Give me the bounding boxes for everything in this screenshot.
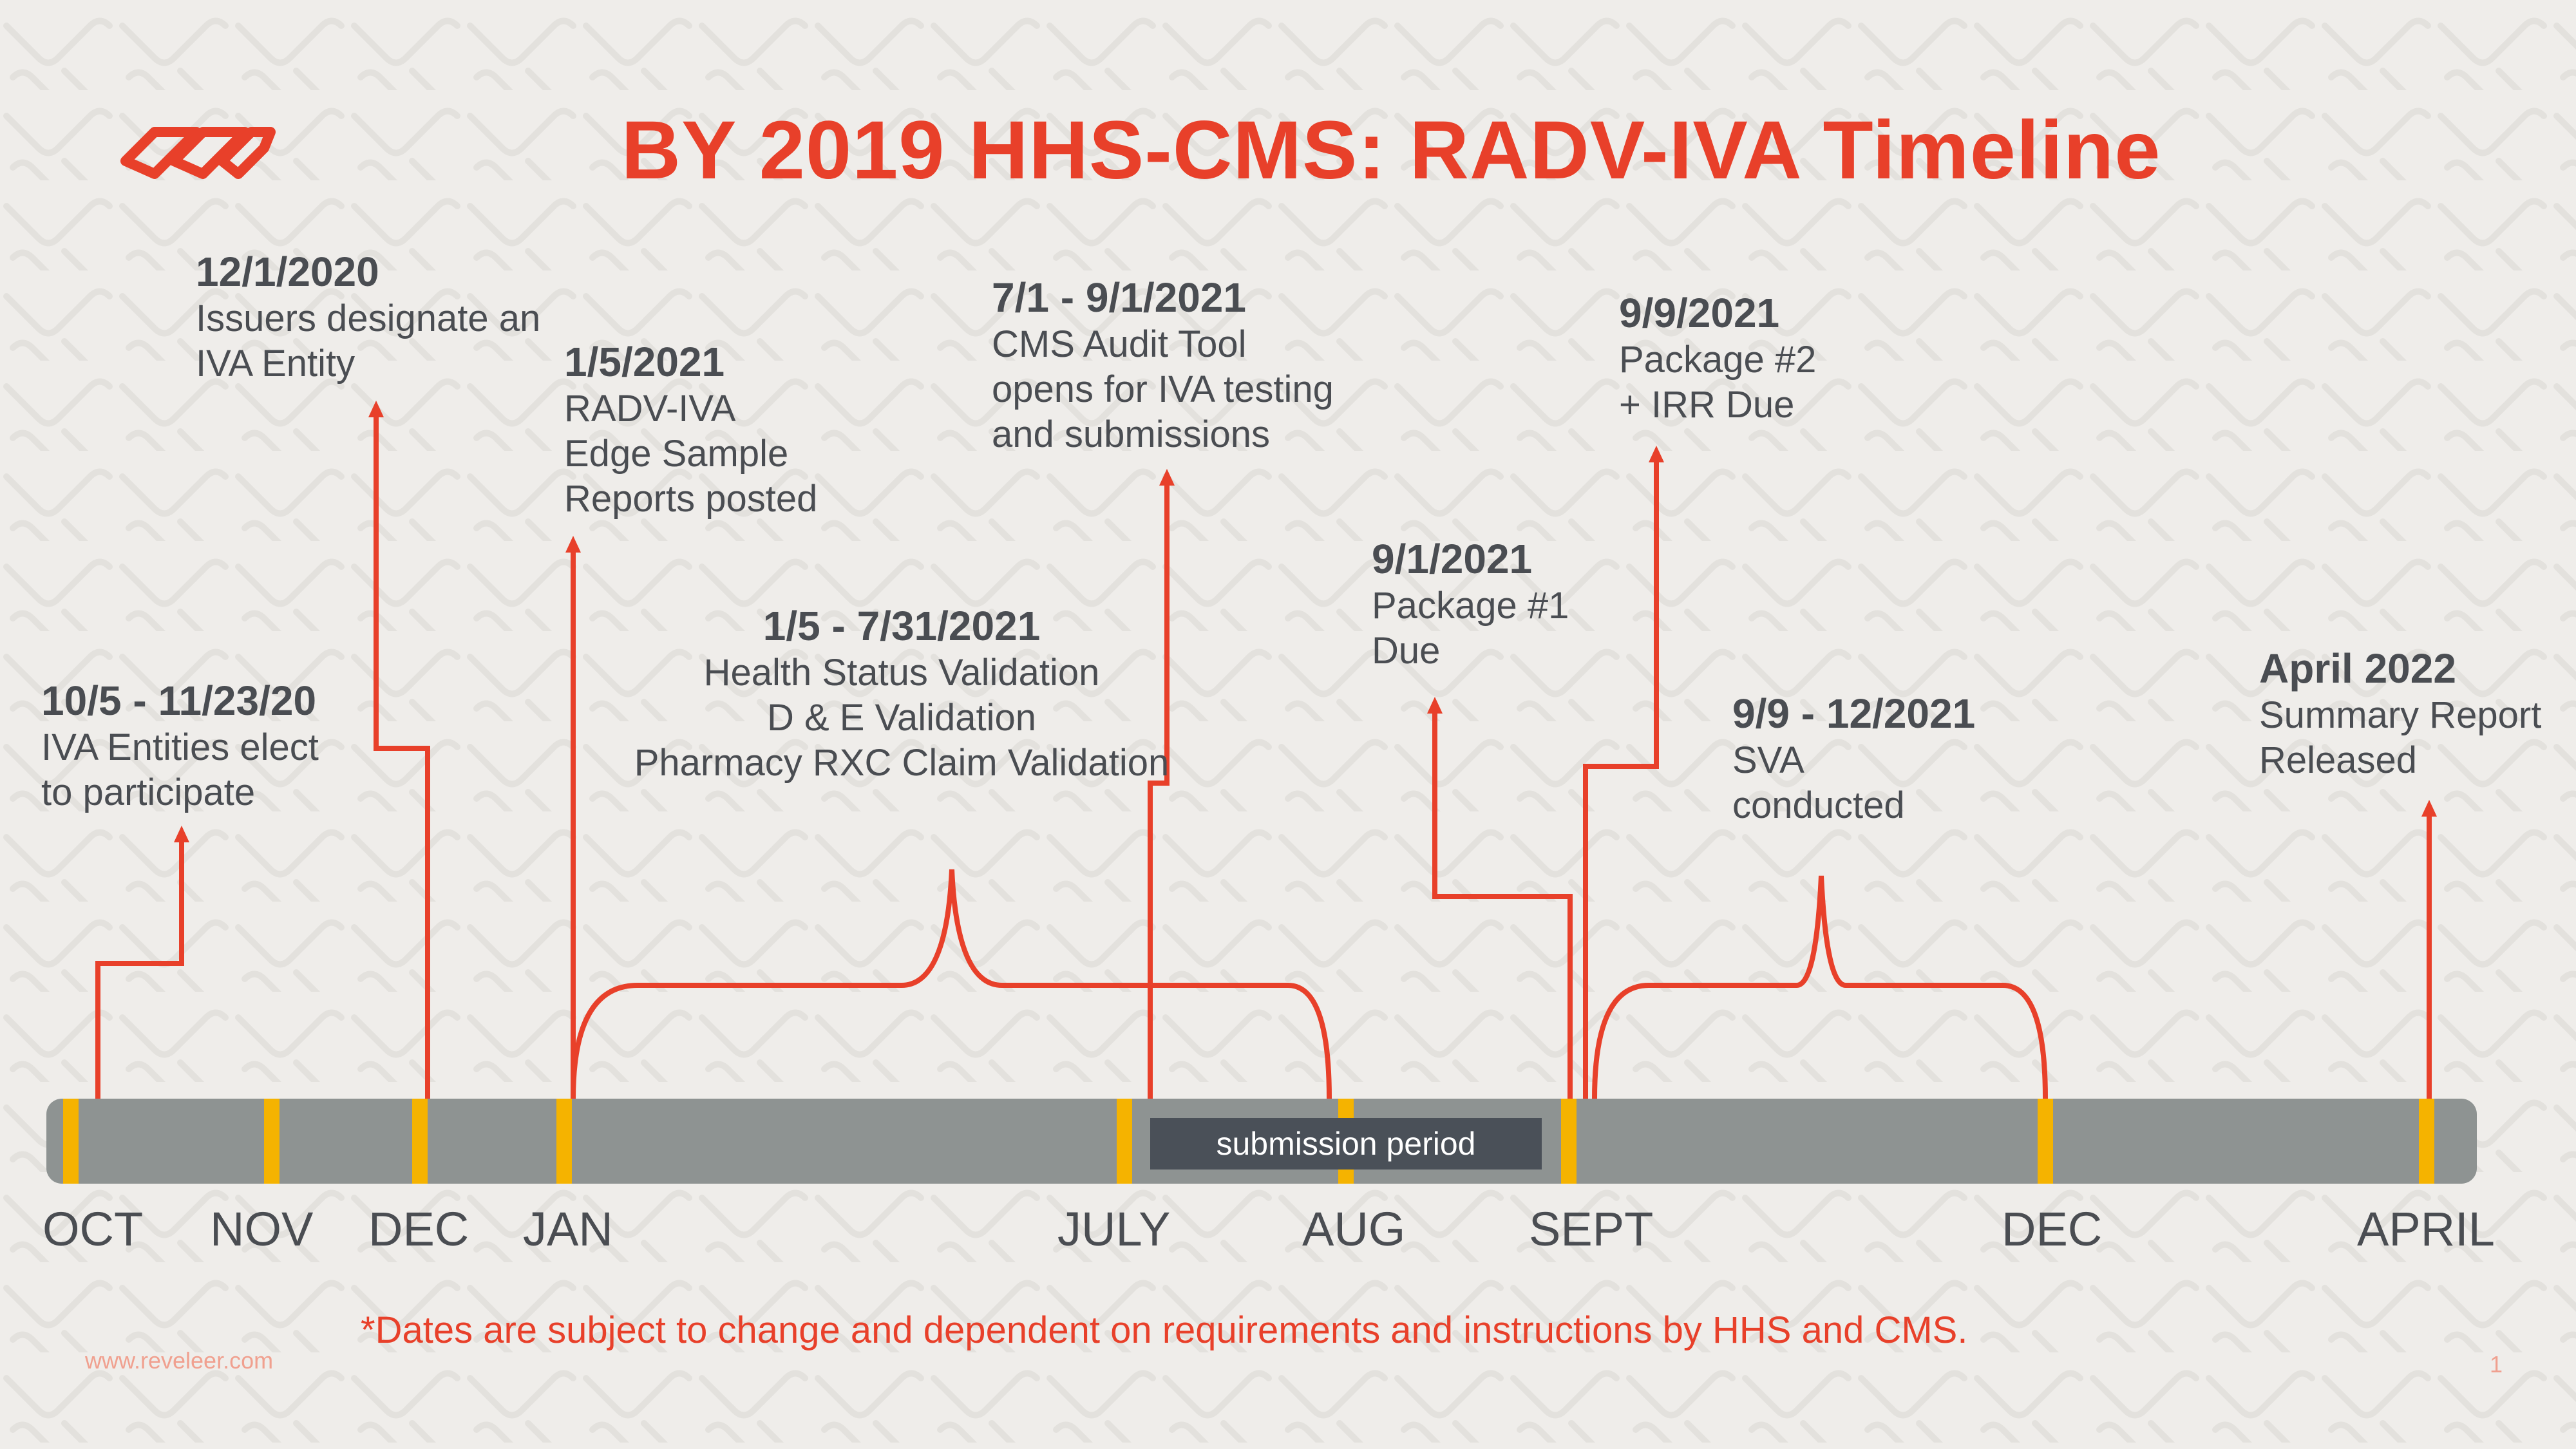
event-text: Reports posted [564,478,818,520]
event-text: IVA Entities elect [41,726,319,768]
event-text: Package #1 [1372,585,1569,627]
tick-nov [264,1099,279,1184]
month-label-april: APRIL [2357,1202,2495,1256]
event-text: opens for IVA testing [992,368,1334,410]
event-date: 9/9 - 12/2021 [1732,690,1976,737]
tick-dec [412,1099,428,1184]
event-text: Summary Report [2259,694,2542,736]
event-date: 1/5 - 7/31/2021 [762,603,1041,649]
reveleer-logo-icon [120,127,276,179]
event-text: RADV-IVA [564,388,736,430]
event-iva-election: 10/5 - 11/23/20 IVA Entities elect to pa… [41,676,319,815]
event-text: Package #2 [1619,339,1817,381]
arrow-oct-icon [174,826,189,842]
website-link[interactable]: www.reveleer.com [85,1347,274,1374]
event-package-1: 9/1/2021 Package #1 Due [1372,535,1569,674]
arrow-july-icon [1159,469,1175,486]
month-label-sept: SEPT [1529,1202,1654,1256]
arrow-april-icon [2421,800,2437,817]
event-sva: 9/9 - 12/2021 SVA conducted [1732,689,1975,828]
arrow-jan-icon [565,536,581,553]
month-label-july: JULY [1057,1202,1171,1256]
month-ticks [63,1099,2434,1184]
arrow-sept1-icon [1427,697,1443,714]
connector-sept1 [1432,708,1573,1099]
month-label-oct: OCT [43,1202,144,1256]
event-text: conducted [1732,784,1905,826]
event-text: Released [2259,739,2418,781]
event-text: Issuers designate an [196,298,541,339]
connector-sept2 [1583,457,1659,1099]
event-package-2: 9/9/2021 Package #2 + IRR Due [1619,289,1816,428]
footnote: *Dates are subject to change and depende… [361,1309,1968,1351]
tick-july [1117,1099,1132,1184]
submission-period-label: submission period [1150,1118,1542,1170]
event-date: 7/1 - 9/1/2021 [992,274,1246,321]
month-label-jan: JAN [523,1202,613,1256]
connector-dec [374,412,430,1099]
arrow-dec-icon [368,401,384,417]
event-text: Edge Sample [564,433,789,475]
month-label-dec: DEC [368,1202,469,1256]
event-audit-tool: 7/1 - 9/1/2021 CMS Audit Tool opens for … [992,273,1334,457]
event-validation-period: 1/5 - 7/31/2021 Health Status Validation… [580,601,1224,786]
event-edge-sample: 1/5/2021 RADV-IVA Edge Sample Reports po… [564,337,817,522]
event-date: 10/5 - 11/23/20 [41,677,317,724]
event-date: 12/1/2020 [196,249,379,295]
arrow-sept2-icon [1649,446,1664,462]
tick-jan [556,1099,572,1184]
event-date: April 2022 [2259,645,2456,692]
brace-jan-aug [571,869,1332,1099]
event-date: 9/9/2021 [1619,290,1780,336]
event-date: 1/5/2021 [564,339,725,385]
tick-dec-2 [2038,1099,2053,1184]
event-summary-report: April 2022 Summary Report Released [2259,644,2541,783]
event-text: to participate [41,772,256,813]
event-text: + IRR Due [1619,384,1795,426]
event-text: Due [1372,630,1441,672]
tick-april [2419,1099,2434,1184]
event-text: IVA Entity [196,343,355,384]
event-text: CMS Audit Tool [992,323,1247,365]
tick-sept [1561,1099,1577,1184]
month-label-nov: NOV [210,1202,314,1256]
event-designate-entity: 12/1/2020 Issuers designate an IVA Entit… [196,247,540,386]
connector-oct [95,837,184,1099]
page-number: 1 [2490,1351,2503,1378]
tick-oct [63,1099,79,1184]
connector-july [1148,480,1170,1099]
event-text: Health Status Validation [703,652,1100,694]
event-text: Pharmacy RXC Claim Validation [634,742,1170,784]
brace-sept-dec [1592,875,2048,1099]
month-label-dec-2: DEC [2002,1202,2103,1256]
event-text: SVA [1732,739,1804,781]
page-title: BY 2019 HHS-CMS: RADV-IVA Timeline [621,104,2161,196]
event-text: and submissions [992,413,1270,455]
event-date: 9/1/2021 [1372,536,1533,582]
month-label-aug: AUG [1302,1202,1406,1256]
event-text: D & E Validation [766,697,1037,739]
